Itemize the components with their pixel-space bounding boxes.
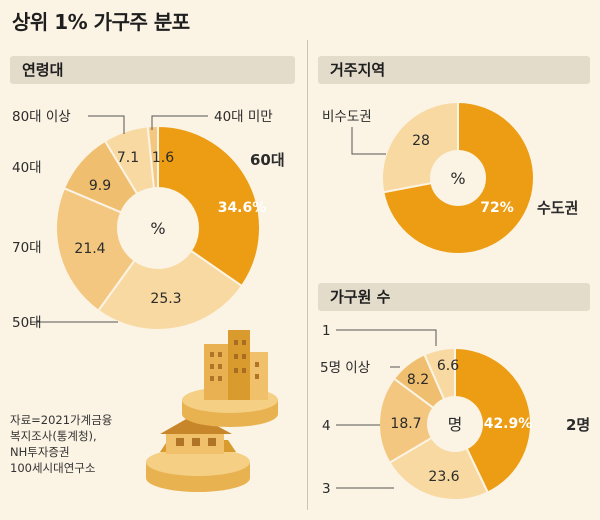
value-label: 1.6 xyxy=(152,150,174,166)
donut-hole xyxy=(118,188,198,268)
center-label: 명 xyxy=(448,415,463,434)
center-label: % xyxy=(450,169,465,188)
value-label: 28 xyxy=(412,133,430,149)
leader-line xyxy=(351,127,386,155)
wealth-illustration xyxy=(146,330,278,492)
leader-line xyxy=(88,115,125,134)
category-label: 40대 미만 xyxy=(214,109,273,125)
value-label: 8.2 xyxy=(407,372,429,388)
category-label: 50대 xyxy=(12,315,42,331)
leader-line xyxy=(151,115,208,130)
category-label: 60대 xyxy=(250,151,285,169)
value-label: 7.1 xyxy=(117,150,139,166)
center-label: % xyxy=(150,219,165,238)
category-label: 40대 xyxy=(12,160,42,176)
slice-1 xyxy=(381,100,459,194)
category-label: 3 xyxy=(322,481,331,497)
panel-header-household: 가구원 수 xyxy=(318,283,590,311)
source-line: 복지조사(통계청), xyxy=(10,429,97,443)
value-label: 23.6 xyxy=(428,469,459,485)
value-label: 25.3 xyxy=(150,291,181,307)
category-label: 4 xyxy=(322,418,331,434)
category-label: 70대 xyxy=(12,240,42,256)
page-title: 상위 1% 가구주 분포 xyxy=(12,10,190,34)
source-line: 자료=2021가계금융 xyxy=(10,413,113,427)
donut-hole xyxy=(428,397,482,451)
source-line: NH투자증권 xyxy=(10,445,70,459)
value-label: 42.9% xyxy=(484,416,533,432)
source-note: 자료=2021가계금융 복지조사(통계청), NH투자증권 100세시대연구소 xyxy=(10,412,112,476)
donut-hole xyxy=(431,151,485,205)
donut-chart-0: % 34.6% 25.3 21.4 9.9 7.1 1.6 60대 50대 70대 40대 80대 이… xyxy=(12,109,285,331)
source-line: 100세시대연구소 xyxy=(10,461,96,475)
category-label: 80대 이상 xyxy=(12,109,71,125)
panel-header-region: 거주지역 xyxy=(318,56,590,84)
donut-chart-1: % 72% 28 수도권 비수도권 xyxy=(322,100,578,255)
value-label: 18.7 xyxy=(390,416,421,432)
donut-chart-2: 명 42.9% 23.6 18.7 8.2 6.6 2명 3 4 5명 이상 1 xyxy=(320,323,590,501)
panel-divider xyxy=(307,40,308,510)
category-label: 비수도권 xyxy=(322,109,372,125)
leader-line xyxy=(336,329,437,346)
panel-header-age: 연령대 xyxy=(10,56,295,84)
value-label: 21.4 xyxy=(74,241,105,257)
value-label: 72% xyxy=(480,200,514,216)
value-label: 6.6 xyxy=(437,358,459,374)
category-label: 5명 이상 xyxy=(320,360,370,376)
value-label: 9.9 xyxy=(89,178,111,194)
category-label: 2명 xyxy=(566,416,590,434)
category-label: 수도권 xyxy=(537,199,578,217)
category-label: 1 xyxy=(322,323,331,339)
value-label: 34.6% xyxy=(218,200,267,216)
